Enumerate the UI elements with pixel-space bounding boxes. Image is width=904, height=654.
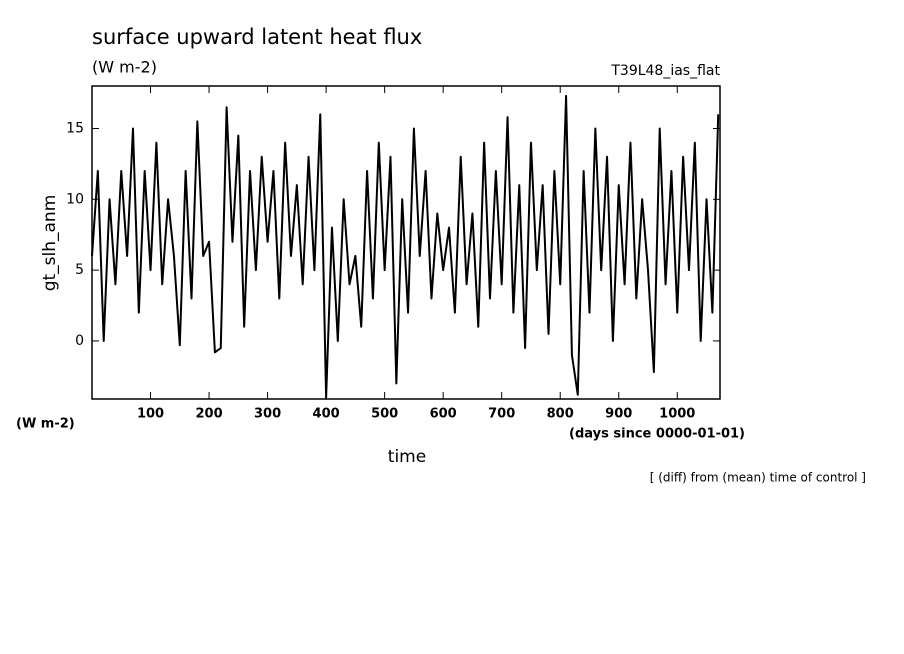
y-tick-label: 15 <box>66 120 84 136</box>
x-tick-label: 300 <box>254 407 281 422</box>
x-tick-label: 500 <box>371 407 398 422</box>
x-tick-label: 600 <box>430 407 457 422</box>
run-label: T39L48_ias_flat <box>610 63 720 79</box>
chart-title: surface upward latent heat flux <box>92 25 422 49</box>
note: [ (diff) from (mean) time of control ] <box>650 471 866 485</box>
x-tick-label: 1000 <box>659 407 695 422</box>
x-tick-label: 400 <box>313 407 340 422</box>
y-tick-label: 10 <box>66 191 84 207</box>
y-tick-label: 5 <box>75 262 84 278</box>
x-tick-label: 100 <box>137 407 164 422</box>
subtitle: (W m-2) <box>92 58 157 77</box>
x-unit: (days since 0000-01-01) <box>569 427 745 442</box>
x-tick-label: 200 <box>195 407 222 422</box>
x-tick-label: 900 <box>605 407 632 422</box>
y-unit: (W m-2) <box>16 417 75 432</box>
y-tick-label: 0 <box>75 333 84 349</box>
x-tick-label: 700 <box>488 407 515 422</box>
data-line <box>91 94 720 399</box>
x-axis-label: time <box>388 447 426 467</box>
x-tick-label: 800 <box>547 407 574 422</box>
y-axis-label: gt_slh_anm <box>40 195 60 292</box>
plot-frame <box>91 85 721 400</box>
